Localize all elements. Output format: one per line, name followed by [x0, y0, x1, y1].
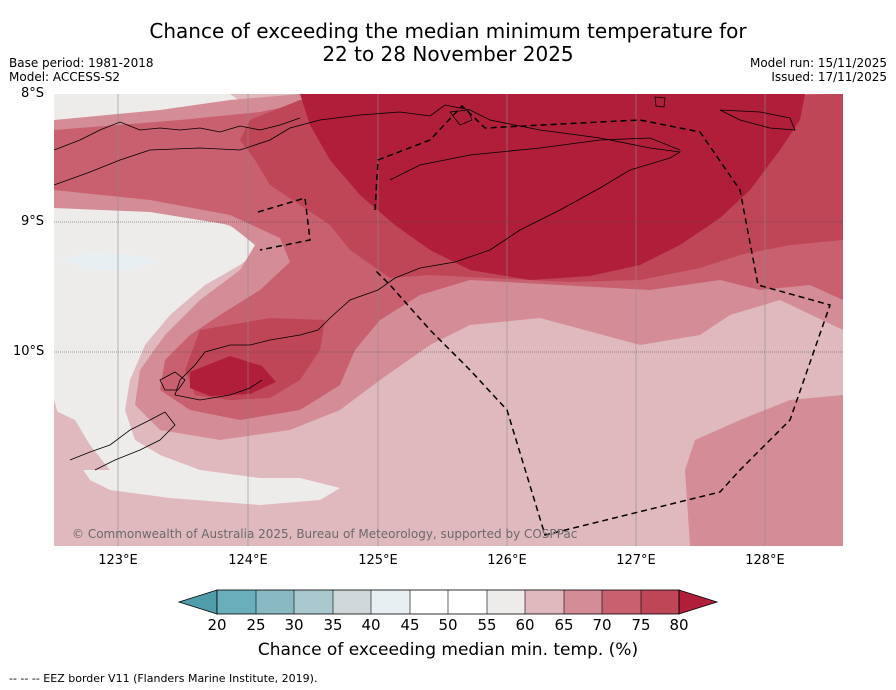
colorbar-dividers [255, 590, 642, 614]
lon-label-126e: 126°E [487, 553, 527, 568]
colorbar-tick: 25 [246, 616, 266, 634]
lon-label-125e: 125°E [358, 553, 398, 568]
colorbar-55-60 [487, 590, 525, 614]
wetar-island [719, 109, 796, 131]
chart-title: Chance of exceeding the median minimum t… [0, 20, 896, 66]
band-40-45-patch [60, 252, 160, 270]
colorbar-tick: 20 [207, 616, 227, 634]
colorbar-20-25 [217, 590, 256, 614]
colorbar-45-50 [410, 590, 448, 614]
meta-left: Base period: 1981-2018 Model: ACCESS-S2 [9, 56, 154, 84]
colorbar-70-75 [602, 590, 641, 614]
lat-label-9s: 9°S [21, 214, 45, 229]
colorbar-40-45 [371, 590, 410, 614]
colorbar-tick: 55 [477, 616, 497, 634]
model-run: Model run: 15/11/2025 [749, 56, 887, 70]
colorbar-tick: 75 [631, 616, 651, 634]
colorbar-35-40 [333, 590, 371, 614]
flores-coast [54, 117, 301, 151]
colorbar-25-30 [256, 590, 294, 614]
colorbar-tick: 60 [515, 616, 535, 634]
colorbar-65-70 [564, 590, 602, 614]
lon-label-127e: 127°E [616, 553, 656, 568]
base-period: Base period: 1981-2018 [9, 56, 154, 70]
colorbar-tick: 30 [284, 616, 304, 634]
colorbar-tick: 65 [554, 616, 574, 634]
band-above-80 [300, 94, 805, 280]
lon-label-128e: 128°E [745, 553, 785, 568]
colorbar-tick: 45 [400, 616, 420, 634]
title-line-2: 22 to 28 November 2025 [322, 42, 574, 66]
colorbar-75-80 [641, 590, 679, 614]
eez-footnote: -- -- -- EEZ border V11 (Flanders Marine… [9, 672, 318, 685]
colorbar-60-65 [525, 590, 564, 614]
lon-label-124e: 124°E [228, 553, 268, 568]
colorbar-tick: 35 [323, 616, 343, 634]
timor-north-coast [389, 137, 681, 181]
band-above-80-west [190, 356, 276, 396]
gridlines [117, 94, 766, 546]
lon-label-123e: 123°E [98, 553, 138, 568]
band-65-70-southeast [685, 395, 843, 546]
band-55-60 [54, 195, 340, 505]
meta-right: Model run: 15/11/2025 Issued: 17/11/2025 [750, 56, 887, 84]
eez-border [257, 104, 831, 536]
colorbar-above-80 [678, 589, 719, 615]
colorbar-tick: 50 [438, 616, 458, 634]
rote-coast [69, 411, 176, 471]
lat-gridlines [54, 221, 843, 353]
title-line-1: Chance of exceeding the median minimum t… [149, 19, 747, 43]
lat-label-8s: 8°S [21, 86, 45, 101]
colorbar-30-35 [294, 590, 333, 614]
timor-coast [54, 104, 682, 401]
coastlines [54, 96, 796, 471]
semau-island [159, 371, 186, 391]
colorbar-below-20 [177, 589, 218, 615]
colorbar [177, 589, 719, 615]
small-island-2 [449, 109, 473, 126]
colorbar-title: Chance of exceeding median min. temp. (%… [257, 640, 639, 660]
colorbar-tick: 80 [669, 616, 689, 634]
lat-label-10s: 10°S [13, 344, 45, 359]
model-name: Model: ACCESS-S2 [9, 70, 121, 84]
copyright-notice: © Commonwealth of Australia 2025, Bureau… [72, 527, 578, 541]
colorbar-tick: 40 [361, 616, 381, 634]
colorbar-tick: 70 [592, 616, 612, 634]
issued-date: Issued: 17/11/2025 [771, 70, 887, 84]
colorbar-50-55 [448, 590, 487, 614]
band-60-65-sw [54, 410, 110, 470]
probability-field [54, 94, 843, 546]
small-island-1 [654, 96, 666, 108]
